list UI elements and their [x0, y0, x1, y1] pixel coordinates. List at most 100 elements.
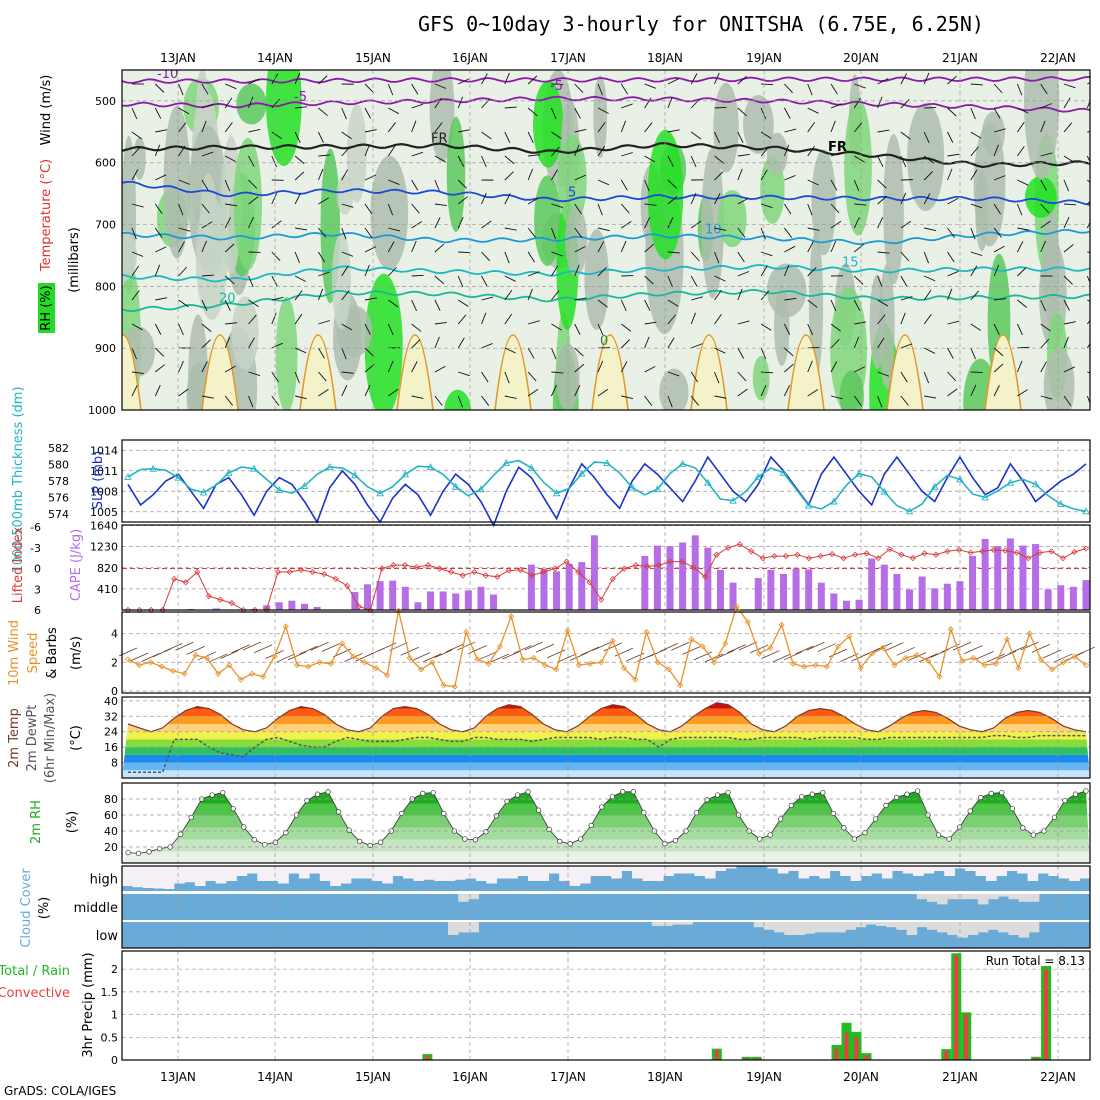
cloud-cell: [967, 894, 979, 900]
wind-barb: [318, 389, 329, 397]
wind-barb: [667, 155, 674, 167]
wind-barb: [551, 323, 562, 331]
wind-barb: [644, 122, 653, 133]
li-marker: [598, 596, 605, 603]
wind-barb: [924, 395, 937, 399]
wind-barb: [550, 384, 557, 397]
wind-barb: [807, 389, 819, 397]
li-line: [128, 543, 1087, 611]
li-marker: [667, 558, 674, 565]
wind-barb: [807, 267, 817, 277]
rh-marker: [325, 789, 331, 795]
wind-barb: [667, 275, 673, 288]
wind-barb-10m: [896, 646, 915, 656]
wind-barb: [760, 323, 772, 331]
cape-bar: [389, 580, 397, 610]
slp-tick-1008: 1008: [90, 485, 118, 498]
wind-barb: [527, 288, 533, 301]
wind-barb: [807, 122, 816, 133]
rh-marker: [483, 829, 489, 835]
rh-blob-39: [981, 111, 1005, 156]
wind-marker: [587, 660, 594, 667]
wind-barb: [271, 395, 280, 406]
wind-barb: [504, 395, 517, 399]
rh-marker: [946, 836, 952, 842]
thickness-marker: [325, 463, 334, 471]
wind-barb-10m: [209, 653, 228, 663]
rh-blob-40: [231, 296, 259, 370]
li-marker: [909, 555, 916, 562]
wind-barb: [691, 343, 703, 349]
cloud-cell: [475, 866, 487, 881]
wind-barb: [947, 388, 958, 397]
rh-marker: [914, 788, 921, 794]
wind-barb: [1016, 323, 1023, 336]
wind-barb: [131, 227, 137, 240]
wind-barb: [877, 395, 883, 408]
wind-barb: [1040, 120, 1046, 133]
li-marker: [829, 550, 836, 558]
wind-barb: [923, 371, 930, 384]
wind-barb: [364, 297, 377, 301]
wind-marker: [699, 643, 706, 650]
rh-marker: [525, 789, 531, 795]
wind-barb: [877, 337, 885, 349]
wind-barb: [970, 131, 982, 139]
wind-barb: [993, 264, 1000, 277]
wind-barb: [1040, 83, 1048, 95]
wind-barb: [481, 312, 487, 325]
rh-marker: [472, 837, 479, 843]
rh-marker: [904, 791, 910, 797]
wind-barb-10m: [975, 651, 994, 660]
wind-barb: [248, 179, 258, 189]
rh-blob-0: [584, 229, 609, 330]
isotherm-label-20: 20: [219, 291, 236, 306]
wind-barb: [271, 131, 283, 140]
wind-barb: [201, 299, 208, 312]
cape-bar: [792, 568, 800, 610]
wind-barb: [877, 275, 883, 288]
wind-barb: [527, 271, 540, 277]
rh-blob-57: [659, 368, 689, 410]
wind-barb: [341, 265, 349, 277]
cloud-cell: [132, 866, 144, 888]
li-marker: [748, 548, 755, 555]
wind-barb: [667, 78, 679, 85]
wind-barb: [387, 83, 394, 96]
wind-barb: [714, 171, 724, 181]
li-marker: [471, 568, 478, 576]
isotherm-label-10: 10: [705, 223, 722, 238]
wind-barb: [1040, 323, 1051, 332]
wind-barb: [411, 323, 422, 332]
li-marker: [852, 551, 859, 558]
cape-bar: [754, 578, 762, 610]
li-marker: [355, 603, 362, 610]
wind-barb-10m: [952, 641, 972, 651]
warm-core-8: [886, 334, 924, 410]
wind-barb: [737, 320, 750, 325]
wind-barb: [737, 131, 744, 143]
wind-barb: [783, 323, 791, 335]
wind-barb: [1017, 179, 1029, 186]
wind-barb: [621, 152, 633, 157]
date-label-top-5: 18JAN: [647, 51, 683, 65]
rh-marker: [999, 789, 1005, 796]
cape-bar: [767, 569, 775, 610]
wind-barb-10m: [919, 653, 938, 663]
wind-barb: [1063, 299, 1070, 311]
li-marker: [702, 573, 709, 580]
cloud-cell: [937, 894, 948, 905]
wind-marker: [530, 654, 537, 662]
cape-bar: [843, 600, 850, 610]
cape-bar: [666, 546, 674, 610]
wind-marker: [654, 659, 661, 666]
cloud-cell: [1008, 922, 1019, 935]
cape-bar: [477, 586, 485, 610]
rh-marker: [399, 810, 405, 817]
rh-marker: [220, 789, 226, 796]
cloud-cell: [662, 922, 673, 926]
wind-barb: [364, 264, 370, 277]
rh-marker: [820, 789, 826, 796]
wind-barb: [341, 146, 351, 157]
cloud-frame: [121, 865, 1091, 949]
